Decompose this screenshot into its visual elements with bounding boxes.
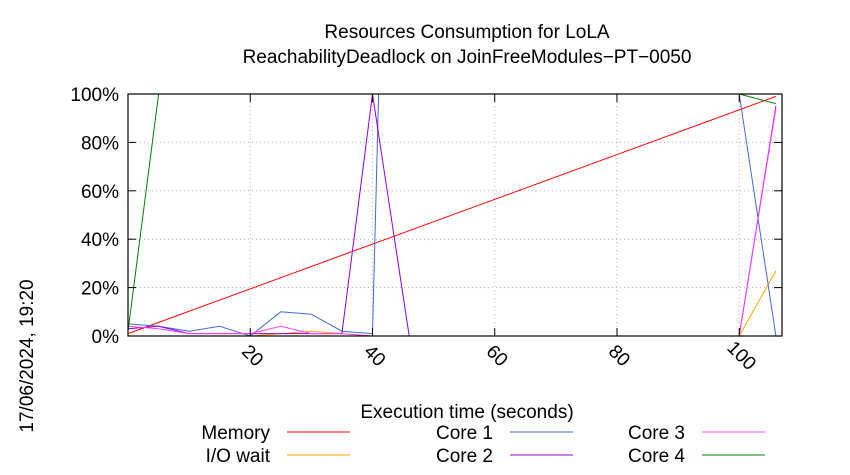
x-tick-label: 20 — [237, 341, 267, 371]
series-line-core-4 — [127, 93, 777, 332]
legend-label: Core 3 — [628, 423, 685, 444]
legend-label: I/O wait — [206, 446, 271, 467]
x-tick-label: 80 — [604, 341, 634, 371]
chart-subtitle: ReachabilityDeadlock on JoinFreeModules−… — [243, 47, 692, 68]
series-line-core-3 — [127, 108, 777, 337]
legend-label: Memory — [201, 423, 270, 444]
y-tick-label: 80% — [81, 133, 119, 154]
x-tick-label: 40 — [359, 341, 389, 371]
chart-title: Resources Consumption for LoLA — [324, 22, 609, 43]
y-tick-label: 20% — [81, 279, 119, 300]
x-tick-label: 60 — [482, 341, 512, 371]
grid — [128, 94, 782, 336]
x-axis-label: Execution time (seconds) — [360, 402, 573, 423]
y-tick-label: 40% — [81, 230, 119, 251]
plot-frame — [127, 93, 783, 337]
y-tick-label: 60% — [81, 182, 119, 203]
x-tick-label: 100 — [722, 337, 759, 374]
series-line-memory — [127, 95, 777, 335]
series-lines — [127, 93, 777, 337]
timestamp-label: 17/06/2024, 19:20 — [17, 279, 38, 432]
legend-label: Core 2 — [436, 446, 493, 467]
y-tick-label: 100% — [70, 85, 119, 106]
series-line-i-o-wait — [128, 270, 777, 337]
y-tick-label: 0% — [92, 327, 120, 348]
legend-label: Core 4 — [628, 446, 685, 467]
legend-label: Core 1 — [436, 423, 493, 444]
